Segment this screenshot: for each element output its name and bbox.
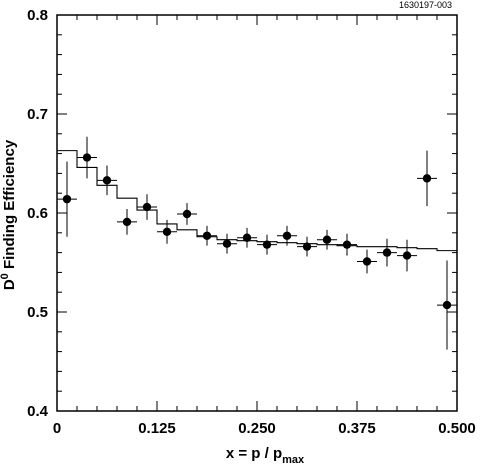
data-point	[157, 219, 177, 244]
data-point	[137, 194, 157, 220]
data-point	[397, 239, 417, 272]
data-point	[257, 234, 277, 255]
data-point	[437, 260, 457, 350]
x-axis-label-sub: max	[282, 454, 305, 466]
data-point	[377, 238, 397, 267]
point-marker	[322, 235, 332, 244]
point-marker	[62, 194, 72, 204]
data-point	[357, 249, 377, 274]
step-histogram	[57, 150, 457, 252]
point-marker	[182, 209, 192, 219]
point-marker	[122, 217, 132, 227]
data-point	[97, 165, 117, 196]
point-marker	[422, 174, 432, 183]
point-marker	[242, 233, 252, 242]
x-tick-label: 0.500	[438, 420, 476, 437]
point-marker	[382, 248, 392, 257]
data-point	[57, 161, 77, 237]
point-marker	[202, 231, 212, 240]
x-tick-label: 0.250	[238, 420, 276, 437]
point-marker	[302, 242, 312, 251]
point-marker	[402, 251, 412, 260]
x-tick-label: 0	[53, 420, 61, 437]
data-point	[277, 225, 297, 246]
x-tick-label: 0.125	[138, 420, 176, 437]
data-point	[417, 150, 437, 207]
point-marker	[262, 240, 272, 249]
y-tick-label: 0.6	[27, 205, 48, 222]
data-point	[117, 209, 137, 235]
data-point	[237, 227, 257, 248]
y-tick-label: 0.4	[27, 403, 49, 420]
y-axis-label-main: D	[1, 279, 18, 290]
data-point	[297, 236, 317, 257]
point-marker	[142, 202, 152, 212]
data-point	[177, 203, 197, 225]
axis-ticks	[56, 14, 458, 412]
x-tick-label: 0.375	[338, 420, 376, 437]
y-tick-labels: 0.4 0.5 0.6 0.7 0.8	[27, 7, 49, 420]
y-tick-label: 0.8	[27, 7, 48, 24]
y-axis-label-rest: Finding Efficiency	[1, 139, 18, 273]
point-marker	[82, 153, 92, 162]
figure-id: 1630197-003	[399, 0, 452, 10]
x-axis-label-main: x = p / p	[226, 445, 282, 462]
data-point	[77, 136, 97, 179]
point-marker	[222, 239, 232, 248]
point-marker	[162, 227, 172, 237]
point-marker	[102, 176, 112, 185]
point-marker	[282, 231, 292, 240]
y-axis-label: D0 Finding Efficiency	[0, 139, 18, 290]
data-point	[317, 229, 337, 250]
y-tick-label: 0.5	[27, 304, 48, 321]
data-points	[57, 136, 457, 350]
point-marker	[442, 300, 452, 310]
y-tick-label: 0.7	[27, 106, 48, 123]
data-point	[337, 233, 357, 256]
data-point	[197, 225, 217, 246]
x-axis-label: x = p / pmax	[226, 445, 305, 466]
x-tick-labels: 0 0.125 0.250 0.375 0.500	[53, 420, 476, 437]
data-point	[217, 233, 237, 254]
histogram-line	[57, 150, 457, 252]
plot-frame	[56, 14, 458, 412]
point-marker	[342, 240, 352, 249]
point-marker	[362, 257, 372, 266]
y-axis-label-sup: 0	[0, 273, 11, 279]
